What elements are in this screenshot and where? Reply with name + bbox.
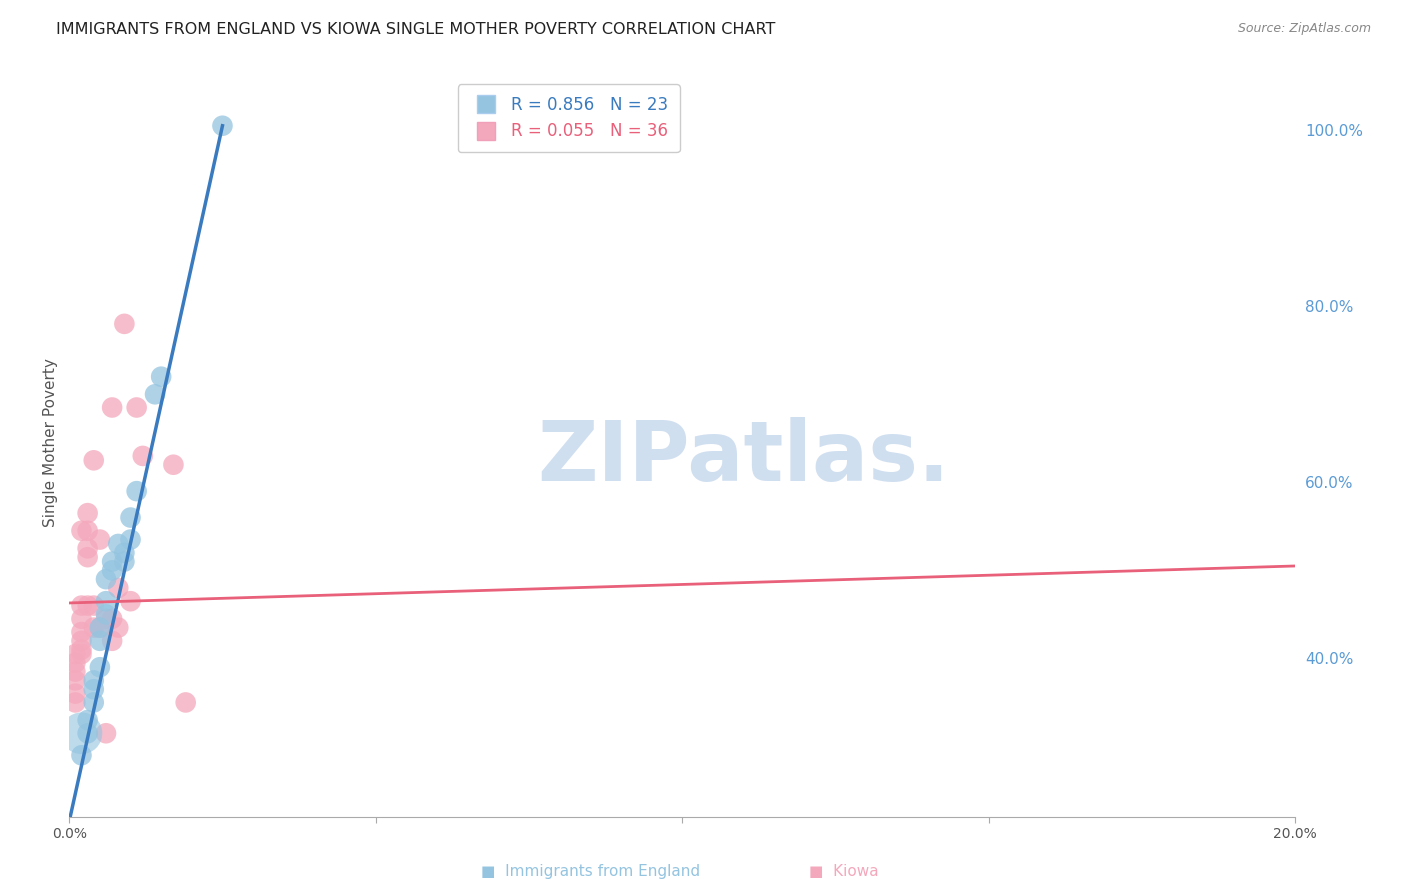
- Point: [70, 612, 93, 626]
- Point: [65, 673, 87, 688]
- Point: [70, 726, 93, 740]
- Point: [107, 537, 129, 551]
- Point: [89, 533, 111, 547]
- Point: [83, 682, 105, 697]
- Text: ■  Kiowa: ■ Kiowa: [808, 863, 879, 879]
- Point: [101, 563, 124, 577]
- Point: [76, 541, 98, 556]
- Point: [94, 607, 117, 622]
- Legend: R = 0.856   N = 23, R = 0.055   N = 36: R = 0.856 N = 23, R = 0.055 N = 36: [457, 85, 679, 152]
- Point: [143, 387, 166, 401]
- Text: IMMIGRANTS FROM ENGLAND VS KIOWA SINGLE MOTHER POVERTY CORRELATION CHART: IMMIGRANTS FROM ENGLAND VS KIOWA SINGLE …: [56, 22, 776, 37]
- Point: [83, 695, 105, 709]
- Point: [83, 673, 105, 688]
- Text: Source: ZipAtlas.com: Source: ZipAtlas.com: [1237, 22, 1371, 36]
- Point: [65, 656, 87, 670]
- Point: [125, 484, 148, 499]
- Point: [83, 453, 105, 467]
- Point: [89, 621, 111, 635]
- Point: [89, 633, 111, 648]
- Point: [120, 510, 142, 524]
- Point: [112, 555, 135, 569]
- Text: ZIPatlas.: ZIPatlas.: [537, 417, 950, 498]
- Point: [107, 621, 129, 635]
- Point: [120, 533, 142, 547]
- Point: [65, 665, 87, 679]
- Point: [211, 119, 233, 133]
- Point: [70, 599, 93, 613]
- Point: [70, 625, 93, 640]
- Point: [162, 458, 184, 472]
- Point: [125, 401, 148, 415]
- Point: [65, 695, 87, 709]
- Point: [83, 599, 105, 613]
- Point: [94, 572, 117, 586]
- Point: [94, 612, 117, 626]
- Point: [174, 695, 197, 709]
- Text: ■  Immigrants from England: ■ Immigrants from England: [481, 863, 700, 879]
- Point: [107, 581, 129, 595]
- Point: [70, 633, 93, 648]
- Point: [94, 726, 117, 740]
- Point: [101, 401, 124, 415]
- Point: [101, 633, 124, 648]
- Point: [76, 713, 98, 727]
- Point: [112, 546, 135, 560]
- Point: [76, 506, 98, 520]
- Point: [120, 594, 142, 608]
- Point: [89, 660, 111, 674]
- Point: [94, 594, 117, 608]
- Point: [70, 748, 93, 763]
- Point: [76, 599, 98, 613]
- Point: [132, 449, 155, 463]
- Point: [65, 647, 87, 661]
- Point: [89, 621, 111, 635]
- Point: [70, 642, 93, 657]
- Point: [70, 647, 93, 661]
- Point: [76, 524, 98, 538]
- Point: [101, 612, 124, 626]
- Point: [76, 726, 98, 740]
- Point: [83, 621, 105, 635]
- Point: [70, 524, 93, 538]
- Point: [76, 550, 98, 565]
- Point: [112, 317, 135, 331]
- Y-axis label: Single Mother Poverty: Single Mother Poverty: [44, 359, 58, 527]
- Point: [101, 555, 124, 569]
- Point: [150, 369, 173, 384]
- Point: [65, 687, 87, 701]
